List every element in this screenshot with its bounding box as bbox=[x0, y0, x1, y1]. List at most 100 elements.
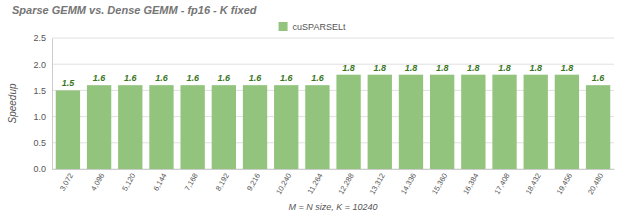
x-tick-label: 10,240 bbox=[274, 172, 293, 196]
data-label: 1.6 bbox=[280, 73, 294, 83]
data-label: 1.6 bbox=[93, 73, 107, 83]
data-label: 1.8 bbox=[374, 63, 387, 73]
x-tick-label: 17,408 bbox=[492, 172, 511, 196]
legend-label: cuSPARSELt bbox=[293, 22, 346, 32]
x-tick: 11,264 bbox=[306, 169, 325, 196]
x-tick-label: 11,264 bbox=[306, 172, 325, 196]
bar bbox=[149, 85, 173, 169]
bar bbox=[492, 75, 516, 169]
bar bbox=[87, 85, 111, 169]
x-tick: 8,192 bbox=[214, 169, 231, 192]
bar bbox=[430, 75, 454, 169]
y-tick-label: 2.5 bbox=[33, 33, 46, 43]
x-tick: 13,312 bbox=[368, 169, 387, 196]
y-tick: 0.0 bbox=[33, 164, 52, 174]
y-tick-label: 0.0 bbox=[33, 164, 46, 174]
bar bbox=[461, 75, 485, 169]
data-label: 1.6 bbox=[186, 73, 200, 83]
x-tick-label: 5,120 bbox=[120, 172, 137, 193]
bar bbox=[586, 85, 610, 169]
x-tick: 5,120 bbox=[120, 169, 137, 192]
legend-swatch bbox=[279, 22, 288, 31]
data-label: 1.6 bbox=[124, 73, 138, 83]
bar bbox=[118, 85, 142, 169]
data-label: 1.8 bbox=[436, 63, 449, 73]
x-tick-label: 19,456 bbox=[555, 172, 574, 196]
bar bbox=[243, 85, 267, 169]
x-tick: 14,336 bbox=[399, 169, 418, 196]
data-label: 1.8 bbox=[498, 63, 511, 73]
bar bbox=[524, 75, 548, 169]
y-tick-label: 1.0 bbox=[33, 112, 46, 122]
x-tick: 3,072 bbox=[58, 169, 75, 192]
data-label: 1.6 bbox=[311, 73, 325, 83]
plot: 1.5 1.6 1.6 1.6 1.6 1.6 1.6 1.6 1.6 1.8 1.8 1.8 1.8 1… bbox=[33, 33, 614, 196]
x-tick-label: 16,384 bbox=[461, 172, 480, 196]
x-axis-title: M = N size, K = 10240 bbox=[288, 202, 377, 212]
x-tick: 15,360 bbox=[430, 169, 449, 196]
bar bbox=[399, 75, 423, 169]
data-labels: 1.5 1.6 1.6 1.6 1.6 1.6 1.6 1.6 1.6 1.8 1.8 1.8 1.8 1… bbox=[62, 63, 606, 89]
bar bbox=[274, 85, 298, 169]
data-label: 1.6 bbox=[155, 73, 169, 83]
legend: cuSPARSELt bbox=[279, 22, 346, 32]
x-tick-label: 20,480 bbox=[586, 172, 605, 196]
y-axis-line bbox=[52, 39, 53, 170]
bars bbox=[56, 75, 611, 169]
x-tick-label: 7,168 bbox=[183, 172, 200, 193]
data-label: 1.5 bbox=[62, 78, 76, 88]
x-tick-label: 13,312 bbox=[368, 172, 387, 196]
y-tick-label: 0.5 bbox=[33, 138, 46, 148]
data-label: 1.6 bbox=[592, 73, 606, 83]
x-tick-label: 8,192 bbox=[214, 172, 231, 193]
bar bbox=[56, 90, 80, 169]
x-tick: 18,432 bbox=[524, 169, 543, 196]
x-tick: 10,240 bbox=[274, 169, 293, 196]
y-tick: 1.0 bbox=[33, 112, 52, 122]
x-tick: 20,480 bbox=[586, 169, 605, 196]
x-tick: 12,288 bbox=[336, 169, 355, 196]
x-tick-label: 18,432 bbox=[524, 172, 543, 196]
x-tick: 17,408 bbox=[492, 169, 511, 196]
data-label: 1.6 bbox=[218, 73, 232, 83]
x-tick: 6,144 bbox=[151, 169, 168, 192]
x-tick-label: 3,072 bbox=[58, 172, 75, 193]
data-label: 1.8 bbox=[529, 63, 542, 73]
x-axis: 3,072 4,096 5,120 6,144 7,168 8,192 9,216 10,24… bbox=[53, 169, 615, 196]
bar bbox=[336, 75, 360, 169]
title: Sparse GEMM vs. Dense GEMM - fp16 - K fi… bbox=[12, 4, 257, 16]
y-axis: 0.0 0.5 1.0 1.5 2.0 2.5 bbox=[33, 33, 52, 174]
x-tick-label: 14,336 bbox=[399, 172, 418, 196]
data-label: 1.8 bbox=[405, 63, 418, 73]
y-tick: 2.0 bbox=[33, 60, 52, 70]
bar bbox=[180, 85, 204, 169]
x-tick: 16,384 bbox=[461, 169, 480, 196]
y-axis-title: Speedup bbox=[7, 83, 18, 123]
x-tick-label: 12,288 bbox=[336, 172, 355, 196]
x-tick: 9,216 bbox=[245, 169, 262, 192]
bar bbox=[555, 75, 579, 169]
x-tick-label: 4,096 bbox=[89, 172, 106, 193]
bar bbox=[212, 85, 236, 169]
grid-line bbox=[52, 38, 614, 39]
data-label: 1.8 bbox=[467, 63, 480, 73]
data-label: 1.8 bbox=[561, 63, 574, 73]
grid bbox=[52, 38, 614, 169]
x-tick: 19,456 bbox=[555, 169, 574, 196]
data-label: 1.6 bbox=[249, 73, 263, 83]
x-tick-label: 9,216 bbox=[245, 172, 262, 193]
x-tick-label: 15,360 bbox=[430, 172, 449, 196]
data-label: 1.8 bbox=[342, 63, 355, 73]
y-tick: 0.5 bbox=[33, 138, 52, 148]
bar bbox=[368, 75, 392, 169]
x-axis-line bbox=[53, 169, 615, 170]
x-tick-label: 6,144 bbox=[151, 172, 168, 193]
y-tick-label: 1.5 bbox=[33, 86, 46, 96]
bar bbox=[305, 85, 329, 169]
y-tick: 1.5 bbox=[33, 86, 52, 96]
chart: 1.5 1.6 1.6 1.6 1.6 1.6 1.6 1.6 1.6 1.8 1.8 1.8 1.8 1… bbox=[0, 0, 624, 213]
x-tick: 7,168 bbox=[183, 169, 200, 192]
y-tick: 2.5 bbox=[33, 33, 52, 43]
x-tick: 4,096 bbox=[89, 169, 106, 192]
y-tick-label: 2.0 bbox=[33, 60, 46, 70]
